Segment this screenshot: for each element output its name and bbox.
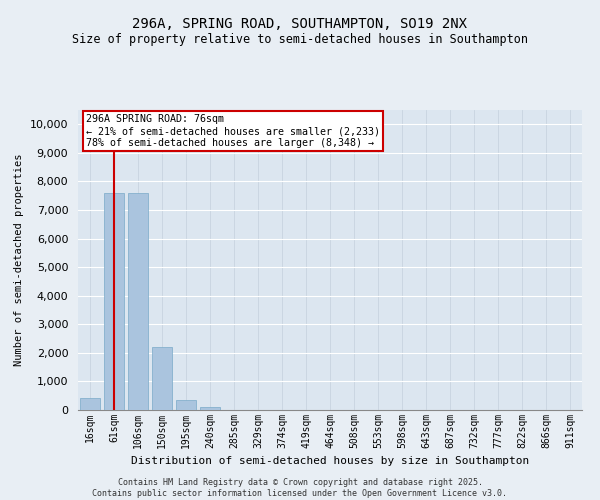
Bar [80, 398, 100, 410]
Y-axis label: Number of semi-detached properties: Number of semi-detached properties [14, 154, 24, 366]
Text: Size of property relative to semi-detached houses in Southampton: Size of property relative to semi-detach… [72, 32, 528, 46]
X-axis label: Distribution of semi-detached houses by size in Southampton: Distribution of semi-detached houses by … [131, 456, 529, 466]
Bar [200, 406, 220, 410]
Text: Contains HM Land Registry data © Crown copyright and database right 2025.
Contai: Contains HM Land Registry data © Crown c… [92, 478, 508, 498]
Text: 296A, SPRING ROAD, SOUTHAMPTON, SO19 2NX: 296A, SPRING ROAD, SOUTHAMPTON, SO19 2NX [133, 18, 467, 32]
Bar [128, 193, 148, 410]
Bar [176, 400, 196, 410]
Bar [152, 347, 172, 410]
Text: 296A SPRING ROAD: 76sqm
← 21% of semi-detached houses are smaller (2,233)
78% of: 296A SPRING ROAD: 76sqm ← 21% of semi-de… [86, 114, 380, 148]
Bar [104, 193, 124, 410]
